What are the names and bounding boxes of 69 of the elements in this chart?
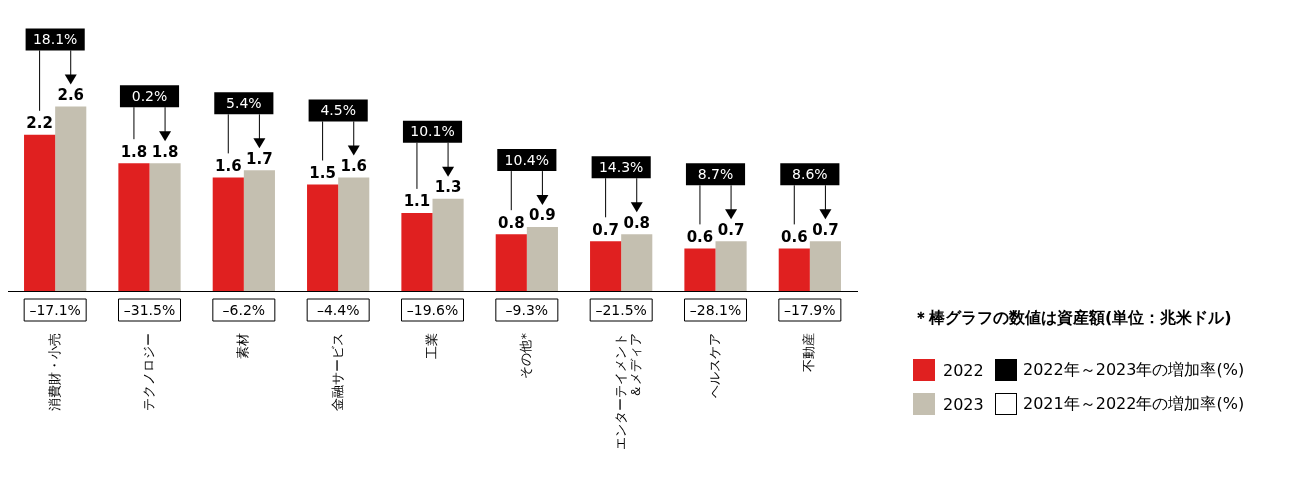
data-label: 0.7 — [812, 220, 839, 239]
x-tick-label: 工業 — [423, 333, 439, 359]
text: –9.3% — [505, 301, 549, 318]
text: –17.9% — [784, 301, 836, 318]
data-label: 1.1 — [403, 192, 431, 211]
bar — [149, 163, 181, 291]
bar — [715, 241, 747, 291]
bar — [338, 177, 370, 291]
text: ＊棒グラフの数値は資産額(単位：兆米ドル) — [913, 308, 1233, 329]
bar — [590, 241, 622, 291]
bar — [778, 248, 810, 291]
text: –19.6% — [406, 301, 459, 318]
annotation: 10.1% — [410, 123, 455, 140]
annotation: 10.4% — [504, 151, 550, 168]
data-label: 0.8 — [623, 213, 651, 232]
bar — [118, 163, 150, 291]
x-tick-label: 消費財・小売 — [46, 333, 62, 411]
data-label: 0.7 — [717, 220, 745, 239]
data-label: 0.8 — [497, 213, 525, 232]
data-label: 1.5 — [309, 163, 336, 182]
bar — [55, 106, 87, 291]
data-label: 0.9 — [529, 206, 556, 225]
data-label: 0.6 — [780, 227, 808, 246]
bar — [307, 184, 339, 291]
annotation: 8.6% — [792, 165, 828, 182]
data-label: 2.6 — [57, 85, 85, 104]
data-label: 1.8 — [151, 142, 179, 161]
bar — [809, 241, 841, 291]
x-tick-label: ヘルスケア — [706, 333, 722, 398]
data-label: 1.7 — [246, 149, 273, 168]
bar — [432, 198, 464, 291]
data-label: 0.7 — [592, 220, 619, 239]
data-label: 1.3 — [434, 178, 462, 197]
bar — [495, 234, 527, 291]
bar — [243, 170, 275, 291]
data-label: 2.2 — [26, 114, 53, 133]
x-tick-label: その他* — [518, 332, 534, 379]
x-tick-label: 不動産 — [801, 333, 817, 372]
data-label: 1.6 — [214, 156, 242, 175]
annotation: 4.5% — [320, 102, 356, 119]
annotation: 8.7% — [697, 165, 734, 182]
data-label: 1.8 — [120, 142, 148, 161]
text: 0.2% — [131, 87, 168, 104]
text: –17.1% — [29, 301, 81, 318]
bar — [621, 234, 653, 291]
bar — [526, 227, 558, 291]
text: –6.2% — [222, 301, 266, 318]
data-label: 1.6 — [340, 156, 368, 175]
annotation: 14.3% — [598, 158, 644, 175]
bar — [684, 248, 716, 291]
data-label: 0.6 — [686, 227, 714, 246]
text: 2022年～2023年の増加率(%) — [1023, 359, 1245, 381]
text: –31.5% — [123, 301, 176, 318]
category-label: エンターテイメント — [612, 333, 628, 450]
text: –4.4% — [316, 301, 360, 318]
legend-label: 2023 — [943, 394, 985, 414]
text: –21.5% — [595, 301, 647, 318]
category-label: ＆メディア — [628, 333, 644, 398]
x-tick-label: テクノロジー — [140, 333, 156, 411]
bar — [24, 134, 56, 291]
text: 2021年～2022年の増加率(%) — [1023, 393, 1245, 415]
annotation: 5.4% — [226, 94, 262, 111]
legend-label: 2022 — [943, 360, 985, 380]
bar — [401, 212, 433, 291]
x-tick-label: 素材 — [235, 333, 251, 359]
text: 18.1% — [32, 31, 78, 48]
x-tick-label: 金融サービス — [329, 333, 345, 411]
text: –28.1% — [689, 301, 742, 318]
bar — [212, 177, 244, 291]
